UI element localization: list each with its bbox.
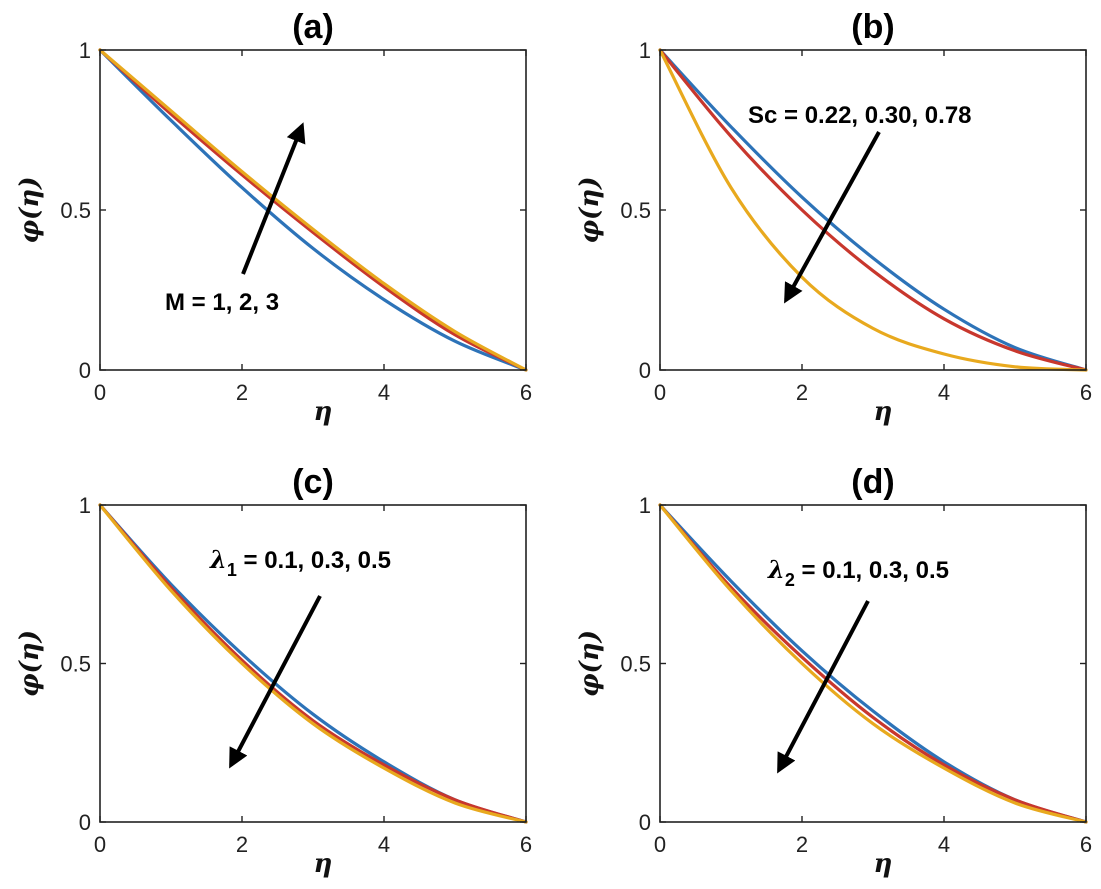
- panel-d-ytick-label: 0: [639, 810, 651, 835]
- panel-a-trend-arrow: [241, 122, 306, 275]
- panel-c-annotation: λ1 = 0.1, 0.3, 0.5: [209, 545, 391, 580]
- panel-c-xtick-label: 0: [94, 832, 106, 857]
- panel-d-title: (d): [851, 463, 894, 501]
- panel-d: (d) 0 2 4 6 0 0.5 1 η φ(η) λ2 = 0.1, 0.3, 0.5: [575, 463, 1092, 879]
- panel-d-xtick-label: 0: [654, 832, 666, 857]
- panel-b: (b) 0 2 4 6 0 0.5 1 η φ(η) Sc = 0.22, 0.30, 0.78: [575, 8, 1092, 427]
- panel-a-xtick-label: 4: [378, 380, 390, 405]
- panel-c-ytick-label: 1: [79, 493, 91, 518]
- panel-a-xtick-label: 2: [236, 380, 248, 405]
- panel-b-frame: [659, 49, 1087, 371]
- panel-c-xtick-label: 4: [378, 832, 390, 857]
- panel-b-xtick-label: 6: [1080, 380, 1092, 405]
- panel-b-ytick-label: 0: [639, 358, 651, 383]
- panel-b-series-3-line: [658, 48, 1088, 372]
- panel-a-xtick-label: 6: [520, 380, 532, 405]
- panel-d-xtick-label: 2: [796, 832, 808, 857]
- panel-b-series-2-line: [658, 48, 1088, 372]
- panel-c: (c) 0 2 4 6 0 0.5 1 η φ(η) λ1 = 0.1, 0.3, 0.5: [15, 463, 532, 879]
- panel-b-xtick-label: 4: [938, 380, 950, 405]
- panel-b-xtick-label: 0: [654, 380, 666, 405]
- panel-b-ytick-label: 0.5: [620, 198, 651, 223]
- panel-c-ytick-label: 0: [79, 810, 91, 835]
- panel-d-xlabel: η: [874, 849, 893, 879]
- panel-a-series-3-line: [98, 48, 528, 372]
- panel-a-ytick-label: 0: [79, 358, 91, 383]
- panel-d-ytick-label: 0.5: [620, 652, 651, 677]
- panel-b-title: (b): [851, 8, 894, 46]
- panel-c-ylabel: φ(η): [15, 630, 45, 697]
- panel-d-frame: [659, 504, 1087, 823]
- panel-b-trend-arrow: [784, 131, 881, 304]
- panel-d-series-2-line: [658, 503, 1088, 824]
- panel-a-title: (a): [292, 8, 334, 46]
- panel-b-xlabel: η: [874, 397, 893, 427]
- panel-a-annotation: M = 1, 2, 3: [165, 289, 279, 316]
- panel-c-series-3-line: [98, 503, 528, 824]
- panel-a-ytick-label: 1: [79, 38, 91, 63]
- panel-d-xtick-label: 6: [1080, 832, 1092, 857]
- panel-a-ytick-label: 0.5: [60, 198, 91, 223]
- panel-d-trend-arrow: [777, 600, 870, 774]
- panel-c-xtick-label: 6: [520, 832, 532, 857]
- panel-b-ylabel: φ(η): [575, 176, 605, 243]
- panel-b-xtick-label: 2: [796, 380, 808, 405]
- panel-c-ytick-label: 0.5: [60, 652, 91, 677]
- panel-a-frame: [99, 49, 527, 371]
- panel-c-title: (c): [292, 463, 334, 501]
- panel-d-xtick-label: 4: [938, 832, 950, 857]
- panel-d-ytick-label: 1: [639, 493, 651, 518]
- panel-c-xlabel: η: [314, 849, 333, 879]
- panel-a: (a) 0 2 4 6 0 0.5 1 η φ(η) M = 1, 2, 3: [15, 8, 532, 427]
- panel-a-series-1-line: [98, 48, 528, 372]
- panel-b-annotation: Sc = 0.22, 0.30, 0.78: [748, 102, 972, 129]
- panel-d-ylabel: φ(η): [575, 630, 605, 697]
- panel-c-trend-arrow: [229, 595, 322, 769]
- panel-b-ytick-label: 1: [639, 38, 651, 63]
- panel-c-xtick-label: 2: [236, 832, 248, 857]
- panel-a-xtick-label: 0: [94, 380, 106, 405]
- panel-a-xlabel: η: [314, 397, 333, 427]
- panel-a-series-2-line: [98, 48, 528, 372]
- panel-d-series-3-line: [658, 503, 1088, 824]
- panel-a-ylabel: φ(η): [15, 176, 45, 243]
- panel-d-series-1-line: [658, 503, 1088, 824]
- panel-c-series-2-line: [98, 503, 528, 824]
- panel-d-annotation: λ2 = 0.1, 0.3, 0.5: [767, 555, 949, 590]
- panel-b-series-1-line: [658, 48, 1088, 372]
